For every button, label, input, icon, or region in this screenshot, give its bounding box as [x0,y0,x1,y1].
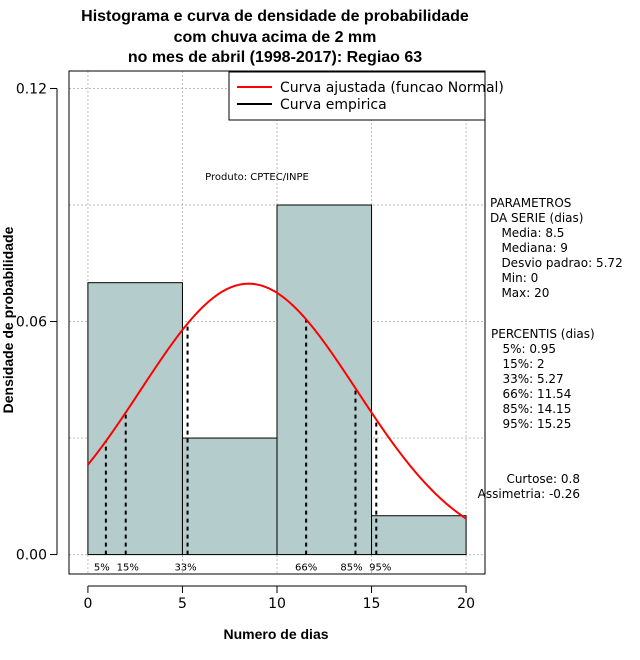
product-label: Produto: CPTEC/INPE [205,172,309,183]
histogram-bar [371,515,467,556]
param-line: Mediana: 9 [490,241,568,255]
x-tick-label: 5 [178,596,187,612]
legend: Curva ajustada (funcao Normal) Curva emp… [228,71,504,121]
y-tick-label: 0.00 [16,548,47,564]
legend-label-empirical: Curva empirica [280,97,387,113]
percentile-stat-line: 85%: 14.15 [491,402,571,416]
param-line: Media: 8.5 [490,226,564,240]
normal-curve [87,282,467,520]
percentile-stat-line: 33%: 5.27 [491,372,564,386]
percentile-label: 66% [295,563,317,574]
x-tick-label: 0 [83,596,92,612]
legend-label-normal: Curva ajustada (funcao Normal) [280,80,504,96]
percentiles-panel: PERCENTIS (dias) 5%: 0.95 15%: 2 33%: 5.… [491,327,595,431]
percentile-lines-layer [104,319,378,555]
y-axis: 0.00 0.06 0.12 [16,81,58,564]
percentile-stat-line: 95%: 15.25 [491,417,571,431]
chart-title-line-3: no mes de abril (1998-2017): Regiao 63 [128,49,422,66]
percentile-label: 15% [117,563,139,574]
plot-frame [68,70,486,575]
shape-stat-line: Assimetria: -0.26 [478,487,580,501]
percentile-label: 33% [174,563,196,574]
shape-stat-line: Curtose: 0.8 [487,472,580,486]
percentile-stat-line: 66%: 11.54 [491,387,571,401]
x-tick-label: 15 [363,596,381,612]
histogram-bar [87,282,183,556]
chart-title-line-1: Histograma e curva de densidade de proba… [81,8,469,25]
histogram-bar [181,437,278,556]
param-line: DA SERIE (dias) [490,211,583,225]
percentile-stat-line: PERCENTIS (dias) [491,327,595,341]
bars-layer [87,204,467,556]
param-line: PARAMETROS [490,196,571,210]
x-tick-label: 20 [457,596,475,612]
percentile-label: 95% [369,563,391,574]
percentile-labels-layer: 5% 15% 33% 66% 85% 95% [94,563,391,574]
x-axis-label: Numero de dias [223,626,328,642]
percentile-label: 85% [340,563,362,574]
y-tick-label: 0.06 [16,315,47,331]
percentile-stat-line: 15%: 2 [491,357,545,371]
x-tick-label: 10 [268,596,286,612]
chart-title-line-2: com chuva acima de 2 mm [174,29,377,46]
param-line: Max: 20 [490,286,549,300]
y-axis-label: Densidade de probabilidade [0,226,16,413]
percentile-stat-line: 5%: 0.95 [491,342,556,356]
histogram-bar [276,204,373,556]
y-tick-label: 0.12 [16,81,47,97]
percentile-label: 5% [94,563,110,574]
param-line: Min: 0 [490,271,538,285]
x-axis: 0 5 10 15 20 [83,585,475,612]
param-line: Desvio padrao: 5.72 [490,256,623,270]
legend-box [228,71,486,121]
